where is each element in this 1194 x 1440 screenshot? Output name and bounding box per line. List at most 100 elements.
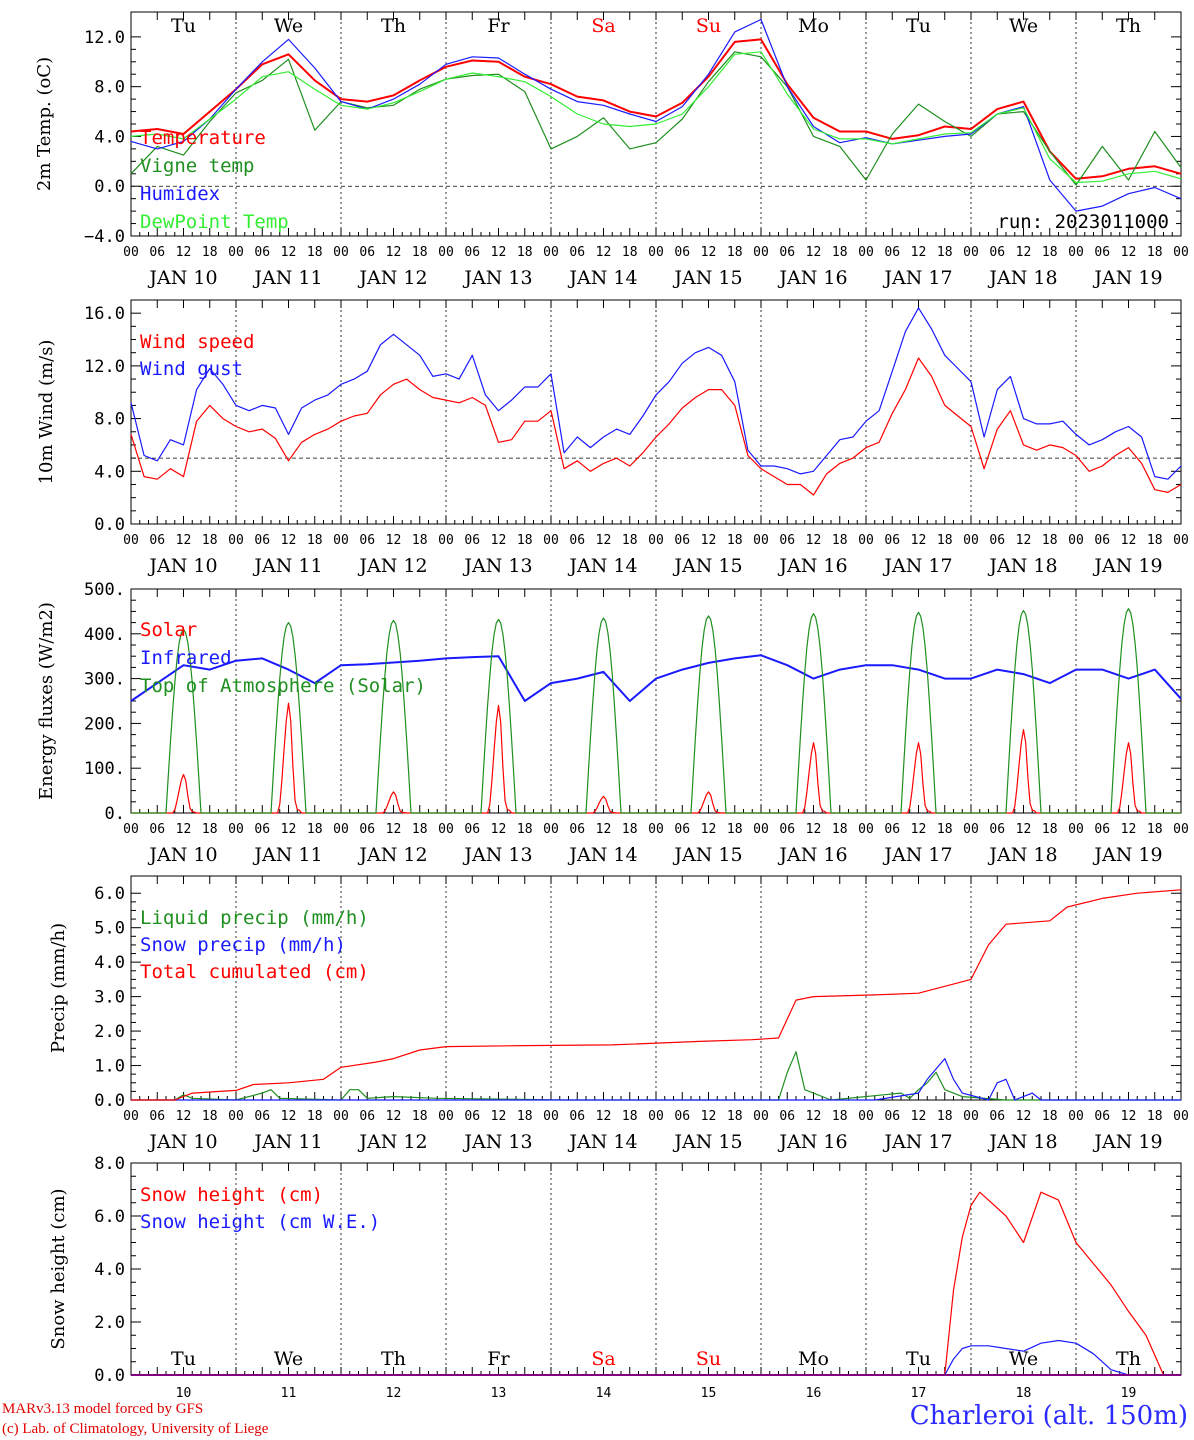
weekday-label: Tu <box>171 15 196 37</box>
x-hour-label: 00 <box>543 245 559 260</box>
y-tick-label: 12.0 <box>84 28 125 48</box>
weekday-label: Tu <box>906 15 931 37</box>
x-hour-label: 12 <box>911 533 927 548</box>
x-hour-label: 18 <box>727 245 743 260</box>
x-hour-label: 00 <box>543 533 559 548</box>
x-hour-label: 12 <box>281 1109 297 1124</box>
weekday-label: Mo <box>798 1348 829 1370</box>
x-hour-label: 00 <box>1068 245 1084 260</box>
weekday-label: Tu <box>906 1348 931 1370</box>
x-hour-label: 00 <box>858 822 874 837</box>
x-hour-label: 12 <box>596 822 612 837</box>
x-hour-label: 18 <box>412 245 428 260</box>
legend-entry: Solar <box>140 619 197 641</box>
x-hour-label: 12 <box>911 822 927 837</box>
x-hour-label: 18 <box>937 1109 953 1124</box>
x-hour-label: 06 <box>359 822 375 837</box>
x-hour-label: 12 <box>281 533 297 548</box>
x-hour-label: 00 <box>333 533 349 548</box>
y-axis-label: Precip (mm/h) <box>48 923 69 1053</box>
x-hour-label: 06 <box>149 533 165 548</box>
x-hour-label: 18 <box>832 1109 848 1124</box>
series-line-red <box>130 38 1182 180</box>
x-hour-label: 12 <box>1016 1109 1032 1124</box>
x-hour-label: 00 <box>1173 245 1189 260</box>
x-hour-label: 00 <box>1068 533 1084 548</box>
x-hour-label: 12 <box>701 533 717 548</box>
x-hour-label: 18 <box>1042 1109 1058 1124</box>
x-hour-label: 12 <box>701 245 717 260</box>
x-hour-label: 18 <box>622 245 638 260</box>
legend-entry: Infrared <box>140 647 232 669</box>
x-hour-label: 00 <box>123 533 139 548</box>
x-hour-label: 12 <box>176 822 192 837</box>
x-hour-label: 12 <box>491 822 507 837</box>
x-hour-label: 18 <box>622 1109 638 1124</box>
x-hour-label: 12 <box>806 245 822 260</box>
legend-entry: Snow precip (mm/h) <box>140 934 346 956</box>
x-hour-label: 18 <box>1147 1109 1163 1124</box>
series-line-red <box>130 357 1182 496</box>
x-date-label: JAN 14 <box>567 555 637 577</box>
x-day-number: 11 <box>281 1386 297 1400</box>
x-hour-label: 06 <box>989 1109 1005 1124</box>
y-tick-label: 0.0 <box>94 177 125 197</box>
y-tick-label: 400. <box>84 625 125 645</box>
x-date-label: JAN 10 <box>147 267 217 289</box>
x-hour-label: 18 <box>622 533 638 548</box>
weekday-label: Fr <box>487 15 510 37</box>
series-line-red <box>131 889 1182 1101</box>
x-day-number: 13 <box>491 1386 507 1400</box>
y-tick-label: −4.0 <box>84 227 125 247</box>
x-hour-label: 12 <box>1121 245 1137 260</box>
x-hour-label: 00 <box>228 245 244 260</box>
y-tick-label: 8.0 <box>94 410 125 430</box>
y-tick-label: 0.0 <box>94 1366 125 1386</box>
x-day-number: 15 <box>701 1386 717 1400</box>
x-hour-label: 18 <box>832 822 848 837</box>
y-axis-label: Snow height (cm) <box>48 1188 69 1349</box>
x-date-label: JAN 16 <box>777 1131 847 1153</box>
x-hour-label: 00 <box>858 245 874 260</box>
x-day-number: 19 <box>1121 1386 1137 1400</box>
meteogram: −4.0 0.0 4.0 8.0 12.0 2m Temp. (oC) 00 06 12 18 00… <box>34 11 1189 1400</box>
x-hour-label: 18 <box>937 245 953 260</box>
x-hour-label: 12 <box>701 1109 717 1124</box>
x-hour-label: 06 <box>569 822 585 837</box>
x-hour-label: 18 <box>937 822 953 837</box>
x-hour-label: 00 <box>1068 1109 1084 1124</box>
x-hour-label: 12 <box>386 822 402 837</box>
x-day-number: 12 <box>386 1386 402 1400</box>
x-hour-label: 12 <box>806 533 822 548</box>
x-hour-label: 18 <box>1042 822 1058 837</box>
x-hour-label: 06 <box>779 533 795 548</box>
x-date-label: JAN 15 <box>672 844 742 866</box>
series-line-blue <box>130 654 1182 702</box>
x-date-label: JAN 18 <box>987 555 1057 577</box>
x-hour-label: 00 <box>858 1109 874 1124</box>
x-day-number: 17 <box>911 1386 927 1400</box>
x-hour-label: 18 <box>622 822 638 837</box>
y-axis-label: Energy fluxes (W/m2) <box>36 602 57 800</box>
x-hour-label: 00 <box>648 245 664 260</box>
x-hour-label: 00 <box>753 1109 769 1124</box>
x-date-label: JAN 11 <box>252 555 322 577</box>
y-axis-label: 2m Temp. (oC) <box>34 57 55 191</box>
legend-entry: Top of Atmosphere (Solar) <box>140 675 426 697</box>
weekday-label: Mo <box>798 15 829 37</box>
x-day-number: 18 <box>1016 1386 1032 1400</box>
x-hour-label: 06 <box>569 245 585 260</box>
x-date-label: JAN 14 <box>567 1131 637 1153</box>
y-tick-label: 4.0 <box>94 1260 125 1280</box>
x-hour-label: 00 <box>543 1109 559 1124</box>
x-hour-label: 06 <box>569 533 585 548</box>
x-hour-label: 18 <box>1147 533 1163 548</box>
x-hour-label: 18 <box>307 245 323 260</box>
y-tick-label: 4.0 <box>94 462 125 482</box>
weekday-label: Su <box>696 15 721 37</box>
x-hour-label: 12 <box>596 533 612 548</box>
x-date-label: JAN 18 <box>987 267 1057 289</box>
x-hour-label: 18 <box>307 1109 323 1124</box>
legend-entry: Total cumulated (cm) <box>140 961 369 983</box>
x-hour-label: 12 <box>1016 533 1032 548</box>
